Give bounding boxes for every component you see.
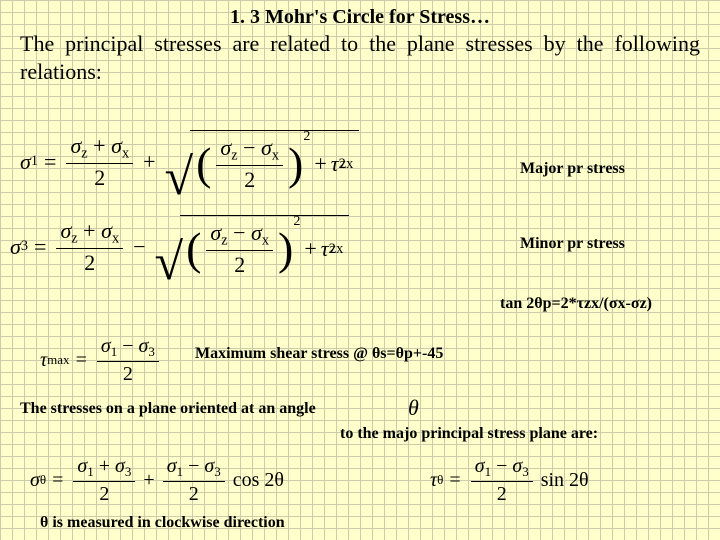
label-major: Major pr stress	[520, 160, 625, 178]
intro-text: The principal stresses are related to th…	[20, 30, 700, 85]
label-maxshear: Maximum shear stress @ θs=θp+-45	[195, 345, 443, 363]
oriented-line2: to the majo principal stress plane are:	[340, 425, 598, 443]
eq-taumax: τmax = σ1 − σ3 2	[40, 335, 163, 386]
clockwise-note: θ is measured in clockwise direction	[40, 514, 285, 532]
oriented-line1: The stresses on a plane oriented at an a…	[20, 400, 316, 418]
label-minor: Minor pr stress	[520, 235, 625, 253]
eq-tautheta: τθ = σ1 − σ3 2 sin 2θ	[430, 455, 589, 506]
label-tan2theta: tan 2θp=2*τzx/(σx-σz)	[500, 295, 652, 313]
eq-sigma3: σ3 = σz + σx 2 − √ ( σz − σx 2 ) 2 + τ2z…	[10, 215, 352, 278]
theta-inline: θ	[408, 395, 419, 421]
eq-sigma1: σ1 = σz + σx 2 + √ ( σz − σx 2 ) 2 + τ2z…	[20, 130, 362, 193]
eq-sigmatheta: σθ = σ1 + σ3 2 + σ1 − σ3 2 cos 2θ	[30, 455, 284, 506]
slide-title: 1. 3 Mohr's Circle for Stress…	[0, 6, 720, 29]
